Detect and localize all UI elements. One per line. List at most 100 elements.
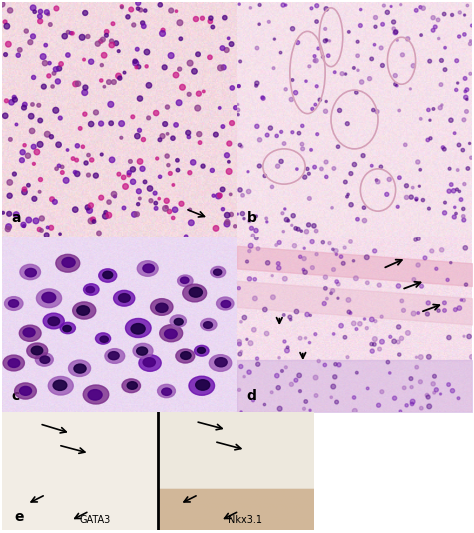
Point (265, 18, 273, 26)
Point (136, 126, 143, 135)
Point (410, 61, 417, 70)
Point (419, 196, 427, 204)
Point (393, 36, 401, 44)
Point (440, 145, 448, 154)
Point (264, 259, 272, 267)
Point (173, 7, 180, 15)
Point (394, 338, 402, 346)
Point (429, 13, 437, 22)
Point (332, 360, 339, 368)
Point (10, 93, 18, 102)
Circle shape (137, 261, 158, 276)
Point (210, 191, 218, 200)
Point (128, 5, 135, 14)
Point (390, 25, 398, 33)
Point (36, 188, 44, 196)
Circle shape (53, 380, 67, 390)
Point (363, 324, 371, 333)
Point (195, 90, 202, 98)
Point (418, 282, 425, 290)
Point (21, 185, 28, 193)
Point (330, 164, 337, 173)
Point (55, 140, 63, 149)
Point (253, 122, 261, 131)
Point (353, 88, 360, 96)
Point (322, 5, 330, 13)
Point (252, 212, 260, 221)
Point (424, 136, 431, 144)
Point (6, 191, 13, 200)
Point (98, 150, 106, 159)
Point (425, 106, 432, 114)
Point (172, 71, 180, 79)
Point (243, 257, 251, 266)
Point (151, 189, 159, 197)
Point (308, 237, 316, 246)
Point (273, 132, 281, 140)
Point (418, 404, 425, 413)
Point (24, 151, 32, 160)
Point (161, 63, 168, 71)
Point (377, 44, 385, 52)
Point (82, 83, 89, 92)
Circle shape (221, 301, 231, 308)
Circle shape (48, 376, 73, 395)
Point (58, 168, 66, 177)
Point (299, 122, 306, 130)
Point (140, 22, 147, 30)
Point (254, 360, 262, 368)
Point (81, 88, 89, 97)
Point (39, 52, 47, 61)
Point (413, 363, 420, 372)
Point (292, 308, 300, 316)
Point (459, 212, 467, 221)
Point (11, 95, 18, 104)
Circle shape (95, 333, 110, 344)
Point (304, 165, 311, 173)
Circle shape (215, 358, 227, 367)
Point (244, 167, 252, 176)
Point (109, 19, 117, 28)
Point (467, 154, 474, 162)
Point (236, 141, 244, 149)
Point (118, 119, 126, 128)
Point (295, 129, 303, 138)
Point (424, 393, 432, 401)
Point (235, 385, 243, 394)
Point (385, 175, 393, 184)
Point (465, 332, 473, 341)
Point (110, 190, 118, 198)
Point (283, 215, 290, 224)
Point (417, 377, 424, 386)
Point (97, 119, 105, 128)
Point (379, 61, 386, 70)
Point (275, 353, 283, 362)
Circle shape (108, 352, 119, 360)
Point (166, 207, 173, 216)
Point (346, 237, 354, 246)
Point (392, 80, 399, 88)
Point (152, 204, 160, 213)
Point (261, 172, 269, 180)
Point (281, 337, 288, 346)
Point (301, 244, 308, 253)
Point (330, 330, 337, 338)
Point (421, 254, 429, 262)
Circle shape (131, 324, 145, 334)
Point (459, 146, 466, 155)
Point (190, 158, 197, 167)
Point (88, 156, 95, 164)
Point (463, 107, 470, 116)
Point (53, 4, 60, 13)
Point (219, 205, 227, 213)
Point (439, 143, 447, 152)
Point (322, 173, 330, 181)
Circle shape (60, 322, 75, 334)
Point (354, 52, 361, 60)
Point (118, 133, 125, 142)
Point (152, 109, 160, 117)
Point (86, 206, 93, 215)
Text: Nkx3.1: Nkx3.1 (228, 515, 263, 526)
Point (120, 173, 128, 182)
Point (308, 4, 315, 13)
